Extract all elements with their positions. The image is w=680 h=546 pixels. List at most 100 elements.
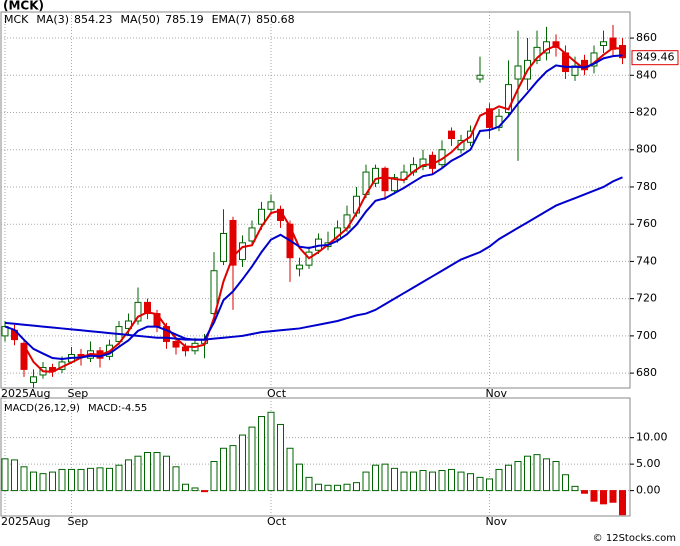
macd-bar bbox=[476, 476, 484, 492]
macd-bar bbox=[172, 466, 180, 492]
macd-label: MACD: bbox=[88, 403, 121, 414]
macd-bar bbox=[533, 454, 541, 492]
macd-bar bbox=[134, 455, 142, 492]
ma-line bbox=[4, 176, 623, 341]
macd-bar bbox=[115, 464, 123, 492]
candle-body bbox=[296, 264, 303, 270]
candle-body bbox=[619, 45, 626, 59]
macd-bar bbox=[486, 478, 493, 492]
x-tick-label: Sep bbox=[68, 387, 89, 400]
legend-entry: MA(3) bbox=[36, 13, 69, 26]
macd-bar bbox=[429, 471, 436, 492]
macd-bar bbox=[30, 471, 37, 492]
legend-value: 854.23 bbox=[74, 13, 113, 26]
macd-bar bbox=[248, 426, 256, 492]
legend-entry: MA(50) bbox=[121, 13, 161, 26]
macd-title: MACD(26,12,9) bbox=[4, 403, 80, 414]
candle-body bbox=[258, 208, 265, 225]
macd-bar bbox=[49, 471, 56, 492]
macd-bar bbox=[495, 468, 503, 492]
macd-bar bbox=[552, 460, 560, 492]
y-tick-label: 840 bbox=[636, 68, 657, 81]
candle-body bbox=[391, 177, 398, 192]
macd-bar bbox=[571, 485, 579, 492]
macd-bar bbox=[362, 471, 370, 492]
macd-bar bbox=[514, 460, 522, 492]
macd-bar bbox=[58, 468, 66, 492]
y-tick-label: 860 bbox=[636, 31, 657, 44]
footer: © 12Stocks.com bbox=[593, 533, 676, 544]
macd-bar bbox=[258, 416, 265, 492]
candle-body bbox=[486, 108, 493, 128]
macd-bar bbox=[39, 473, 47, 492]
macd-bar bbox=[353, 482, 360, 492]
macd-bar bbox=[239, 434, 246, 492]
candle-body bbox=[144, 301, 151, 315]
candle-body bbox=[600, 41, 607, 47]
macd-bar bbox=[106, 467, 113, 492]
macd-bar bbox=[315, 483, 322, 492]
legend-ticker: MCK bbox=[4, 13, 29, 26]
macd-bar bbox=[419, 469, 427, 492]
chart-title: (MCK) bbox=[3, 0, 44, 13]
macd-bar bbox=[296, 463, 303, 492]
macd-bar bbox=[457, 471, 465, 492]
macd-bar bbox=[144, 452, 151, 492]
candle-body bbox=[30, 376, 37, 383]
candle-body bbox=[20, 342, 28, 370]
legend-value: 850.68 bbox=[256, 13, 295, 26]
candle-body bbox=[372, 167, 379, 184]
candle-body bbox=[381, 167, 389, 192]
macd-bar bbox=[68, 468, 75, 492]
y-tick-label: 760 bbox=[636, 217, 657, 230]
macd-bar bbox=[524, 455, 531, 492]
macd-bar bbox=[467, 473, 474, 492]
macd-bar bbox=[391, 467, 398, 492]
candle-body bbox=[448, 130, 455, 140]
macd-bar bbox=[1, 458, 9, 492]
macd-bar bbox=[220, 447, 227, 492]
macd-bar bbox=[191, 487, 199, 492]
y-tick-label: 0.00 bbox=[636, 484, 661, 497]
macd-bar bbox=[153, 452, 161, 492]
candle-body bbox=[248, 227, 256, 242]
macd-value: -4.55 bbox=[121, 403, 147, 414]
macd-bar bbox=[372, 464, 379, 492]
macd-bar bbox=[543, 458, 550, 492]
macd-bar bbox=[334, 484, 341, 492]
candle-body bbox=[210, 270, 218, 315]
x-tick-label: 2025Aug bbox=[1, 387, 50, 400]
macd-bar bbox=[581, 490, 588, 494]
macd-bar bbox=[448, 468, 455, 492]
x-tick-label: Nov bbox=[486, 515, 508, 528]
y-tick-label: 780 bbox=[636, 180, 657, 193]
candle-body bbox=[172, 340, 180, 348]
x-tick-label: Sep bbox=[68, 515, 89, 528]
macd-bar bbox=[438, 469, 446, 492]
macd-bar bbox=[400, 471, 408, 492]
x-tick-label: Oct bbox=[267, 515, 287, 528]
macd-bar bbox=[609, 490, 617, 503]
macd-bar bbox=[600, 490, 607, 505]
candle-body bbox=[505, 84, 512, 114]
price-tag: 849.46 bbox=[636, 51, 675, 64]
macd-bar bbox=[324, 484, 332, 492]
candle-body bbox=[476, 74, 484, 80]
macd-bar bbox=[87, 467, 94, 492]
macd-bar bbox=[505, 464, 512, 492]
macd-bar bbox=[77, 468, 85, 492]
macd-bar bbox=[201, 490, 208, 493]
macd-bar bbox=[96, 467, 104, 492]
price-tag-box bbox=[631, 50, 679, 66]
ma-line bbox=[4, 54, 623, 360]
legend-entry: EMA(7) bbox=[212, 13, 252, 26]
macd-bar bbox=[267, 411, 275, 492]
y-tick-label: 10.00 bbox=[636, 431, 668, 444]
x-tick-label: Oct bbox=[267, 387, 287, 400]
macd-bar bbox=[125, 459, 132, 492]
macd-bar bbox=[410, 471, 417, 492]
legend-value: 785.19 bbox=[165, 13, 204, 26]
candle-body bbox=[609, 37, 617, 50]
macd-bar bbox=[343, 483, 351, 492]
